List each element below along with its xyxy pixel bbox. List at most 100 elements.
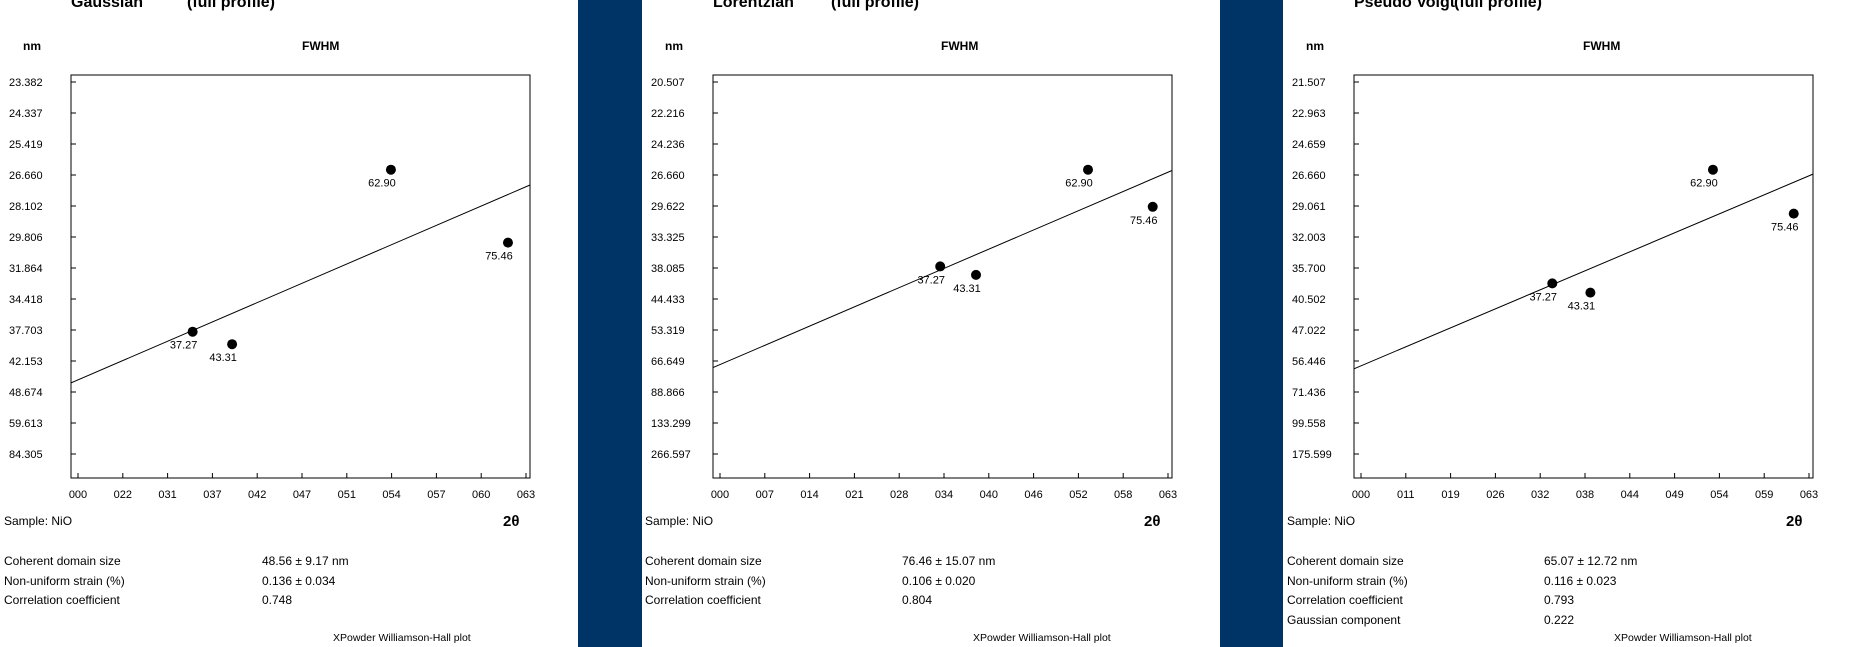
x-tick-label: 026 [1486,489,1504,501]
fit-line [1353,173,1814,370]
stat-label-strain: Non-uniform strain (%) [4,574,125,588]
y-unit-label: nm [665,39,683,53]
x-tick-label: 022 [114,489,132,501]
data-label: 62.90 [1065,178,1093,190]
chart-subtitle: FWHM [1583,39,1621,53]
x-tick-label: 042 [248,489,266,501]
x-tick-label: 021 [845,489,863,501]
y-tick-label: 29.061 [1292,201,1326,213]
chart-panel-pseudo-voigt: Pseudo Voigt (full profile) nm FWHM 21.5… [1283,0,1852,647]
profile-title: Pseudo Voigt [1354,0,1456,11]
x-tick-label: 007 [756,489,774,501]
profile-note: (full profile) [831,0,919,11]
scatter-plot: 20.507 22.216 24.236 26.660 29.622 33.325 38.0… [651,74,1177,501]
profile-title: Lorentzian [713,0,794,11]
stat-value-correlation: 0.804 [902,593,933,607]
y-tick-label: 47.022 [1292,325,1326,337]
stat-value-domain-size: 76.46 ± 15.07 nm [902,554,996,568]
y-tick-label: 53.319 [651,325,685,337]
y-tick-label: 29.806 [9,232,43,244]
chart-subtitle: FWHM [302,39,340,53]
data-label: 43.31 [953,283,981,295]
fit-line [70,184,531,384]
x-tick-label: 019 [1441,489,1459,501]
y-tick-label: 28.102 [9,201,43,213]
y-tick-label: 266.597 [651,449,691,461]
x-tick-label: 060 [472,489,490,501]
plot-frame [1353,74,1814,479]
x-tick-label: 051 [338,489,356,501]
stat-value-strain: 0.136 ± 0.034 [262,574,336,588]
x-tick-label: 046 [1024,489,1042,501]
stat-value-strain: 0.106 ± 0.020 [902,574,976,588]
sample-label: Sample: NiO [4,514,73,528]
x-tick-label: 054 [382,489,400,501]
y-tick-label: 22.216 [651,108,685,120]
data-point [187,326,198,337]
x-tick-label: 000 [1352,489,1370,501]
y-tick-label: 29.622 [651,201,685,213]
x-tick-label: 057 [427,489,445,501]
x-tick-label: 038 [1576,489,1594,501]
x-tick-label: 052 [1069,489,1087,501]
y-tick-label: 21.507 [1292,77,1326,89]
x-tick-label: 028 [890,489,908,501]
stat-label-correlation: Correlation coefficient [4,593,120,607]
plot-frame [70,74,531,479]
chart-panel-gaussian: Gaussian (full profile) nm FWHM 23.382 24… [0,0,578,647]
stat-label-domain-size: Coherent domain size [645,554,762,568]
panel-divider-left [578,0,642,647]
footer-caption: XPowder Williamson-Hall plot [973,632,1111,644]
chart-subtitle: FWHM [941,39,979,53]
panel-divider-right [1219,0,1283,647]
x-tick-label: 063 [1159,489,1177,501]
x-axis-symbol: 2θ [1144,513,1161,530]
profile-note: (full profile) [1454,0,1542,11]
profile-title: Gaussian [71,0,144,11]
y-tick-label: 32.003 [1292,232,1326,244]
y-tick-label: 31.864 [9,263,43,275]
stat-value-domain-size: 48.56 ± 9.17 nm [262,554,349,568]
y-tick-label: 38.085 [651,263,685,275]
y-tick-label: 37.703 [9,325,43,337]
data-label: 37.27 [1530,291,1558,303]
x-tick-label: 034 [935,489,953,501]
y-tick-label: 42.153 [9,356,43,368]
chart-panel-lorentzian: Lorentzian (full profile) nm FWHM 20.507… [642,0,1220,647]
x-tick-label: 063 [517,489,535,501]
stat-label-strain: Non-uniform strain (%) [645,574,766,588]
data-point [971,269,982,280]
stat-label-strain: Non-uniform strain (%) [1287,574,1408,588]
y-tick-label: 35.700 [1292,263,1326,275]
stat-value-correlation: 0.748 [262,593,293,607]
stat-label-domain-size: Coherent domain size [1287,554,1404,568]
data-label: 43.31 [1568,301,1596,313]
y-tick-label: 56.446 [1292,356,1326,368]
x-tick-label: 011 [1397,489,1415,501]
data-label: 43.31 [209,352,237,364]
plot-frame [712,74,1173,479]
y-tick-label: 25.419 [9,139,43,151]
sample-label: Sample: NiO [1287,514,1356,528]
data-label: 75.46 [485,251,513,263]
y-unit-label: nm [23,39,41,53]
y-unit-label: nm [1306,39,1324,53]
data-point [1147,201,1158,212]
footer-caption: XPowder Williamson-Hall plot [1614,632,1752,644]
y-tick-label: 66.649 [651,356,685,368]
y-tick-label: 22.963 [1292,108,1326,120]
scatter-plot: 21.507 22.963 24.659 26.660 29.061 32.003 35.7… [1292,74,1818,501]
data-point [227,339,238,350]
x-tick-label: 000 [711,489,729,501]
y-tick-label: 44.433 [651,294,685,306]
sample-label: Sample: NiO [645,514,714,528]
y-tick-label: 175.599 [1292,449,1332,461]
x-tick-label: 059 [1755,489,1773,501]
profile-note: (full profile) [187,0,275,11]
x-tick-label: 032 [1531,489,1549,501]
y-tick-label: 24.337 [9,108,43,120]
x-tick-label: 044 [1621,489,1639,501]
data-point [1585,287,1596,298]
y-tick-label: 24.236 [651,139,685,151]
y-tick-label: 40.502 [1292,294,1326,306]
